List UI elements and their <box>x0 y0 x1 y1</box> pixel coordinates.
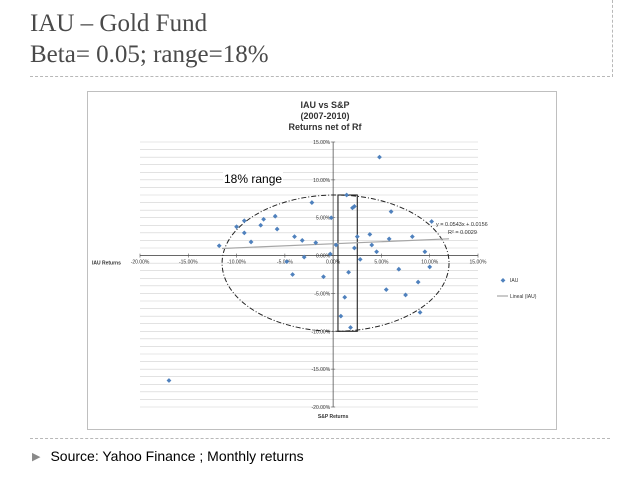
data-point <box>367 231 373 237</box>
data-point <box>374 249 379 255</box>
data-point <box>290 272 295 277</box>
y-tick-label: 5.00% <box>316 216 331 222</box>
legend-marker-iau <box>500 278 506 283</box>
data-point <box>427 264 433 270</box>
data-point <box>241 230 247 236</box>
data-point <box>241 218 247 224</box>
data-point <box>272 213 278 219</box>
data-point <box>333 242 339 248</box>
data-point <box>429 219 435 224</box>
x-tick-label: 5.00% <box>374 260 389 266</box>
x-tick-label: 0.00% <box>326 260 341 266</box>
data-point <box>274 226 280 232</box>
range-ellipse <box>221 194 450 332</box>
data-point <box>166 378 172 383</box>
title-divider-vertical <box>612 0 613 77</box>
data-point <box>248 239 254 245</box>
data-point <box>299 238 305 243</box>
y-axis-title: IAU Returns <box>92 261 121 267</box>
data-point <box>309 200 315 205</box>
data-point <box>351 245 357 251</box>
source-note: Source: Yahoo Finance ; Monthly returns <box>50 448 304 464</box>
y-tick-label: -10.00% <box>312 329 331 335</box>
data-point <box>386 236 392 242</box>
slide-title-line2: Beta= 0.05; range=18% <box>30 41 269 68</box>
legend-label-trend: Lineal (IAU) <box>510 294 537 300</box>
data-point <box>369 242 375 248</box>
data-point <box>321 274 326 280</box>
y-tick-label: -20.00% <box>312 405 331 411</box>
data-point <box>354 234 360 240</box>
data-point <box>415 279 421 285</box>
data-point <box>234 224 239 230</box>
x-tick-label: -20.00% <box>131 260 150 266</box>
data-point <box>261 216 267 222</box>
trendline-equation: y = 0.0543x + 0.0156 <box>436 222 488 228</box>
x-tick-label: 15.00% <box>470 260 488 266</box>
x-tick-label: -10.00% <box>227 260 246 266</box>
data-point <box>284 259 290 265</box>
y-tick-label: 15.00% <box>313 140 331 146</box>
y-tick-label: -5.00% <box>314 291 330 297</box>
legend-label-iau: IAU <box>510 278 519 284</box>
footer: ▶ Source: Yahoo Finance ; Monthly returns <box>32 448 304 464</box>
data-point <box>328 215 334 221</box>
trendline-r2: R² = 0.0029 <box>448 230 477 236</box>
data-point <box>377 154 382 160</box>
data-point <box>348 325 353 330</box>
data-point <box>388 209 394 215</box>
data-point <box>292 234 297 240</box>
data-point <box>409 234 415 240</box>
chart-title-line: Returns net of Rf <box>289 122 363 132</box>
chart-title-line: IAU vs S&P <box>300 100 349 110</box>
footer-divider <box>30 438 610 439</box>
slide-title-line1: IAU – Gold Fund <box>30 10 208 37</box>
data-point <box>350 205 355 211</box>
data-point <box>313 240 319 246</box>
title-divider <box>30 76 610 77</box>
data-point <box>396 266 402 272</box>
data-point <box>383 287 389 293</box>
data-point <box>403 292 408 298</box>
x-tick-label: 10.00% <box>421 260 439 266</box>
x-tick-label: -15.00% <box>179 260 198 266</box>
data-point <box>342 294 348 300</box>
data-point <box>357 256 363 262</box>
data-point <box>327 251 333 257</box>
data-point <box>344 192 350 198</box>
y-tick-label: 0.00% <box>316 254 331 260</box>
data-point <box>301 254 307 260</box>
data-point <box>417 309 423 315</box>
data-point <box>258 222 264 228</box>
slide-title: IAU – Gold Fund Beta= 0.05; range=18% <box>30 8 269 70</box>
chart-frame <box>87 91 557 430</box>
bullet-icon: ▶ <box>32 451 41 463</box>
data-point <box>338 313 344 319</box>
data-point <box>422 249 428 255</box>
y-tick-label: -15.00% <box>312 367 331 373</box>
x-tick-label: -5.00% <box>277 260 293 266</box>
range-annotation-label: 18% range <box>223 172 284 186</box>
y-tick-label: 10.00% <box>313 178 331 184</box>
data-point <box>216 243 222 249</box>
data-point <box>346 269 351 275</box>
chart-title-line: (2007-2010) <box>300 111 349 121</box>
x-axis-title: S&P Returns <box>318 414 349 420</box>
